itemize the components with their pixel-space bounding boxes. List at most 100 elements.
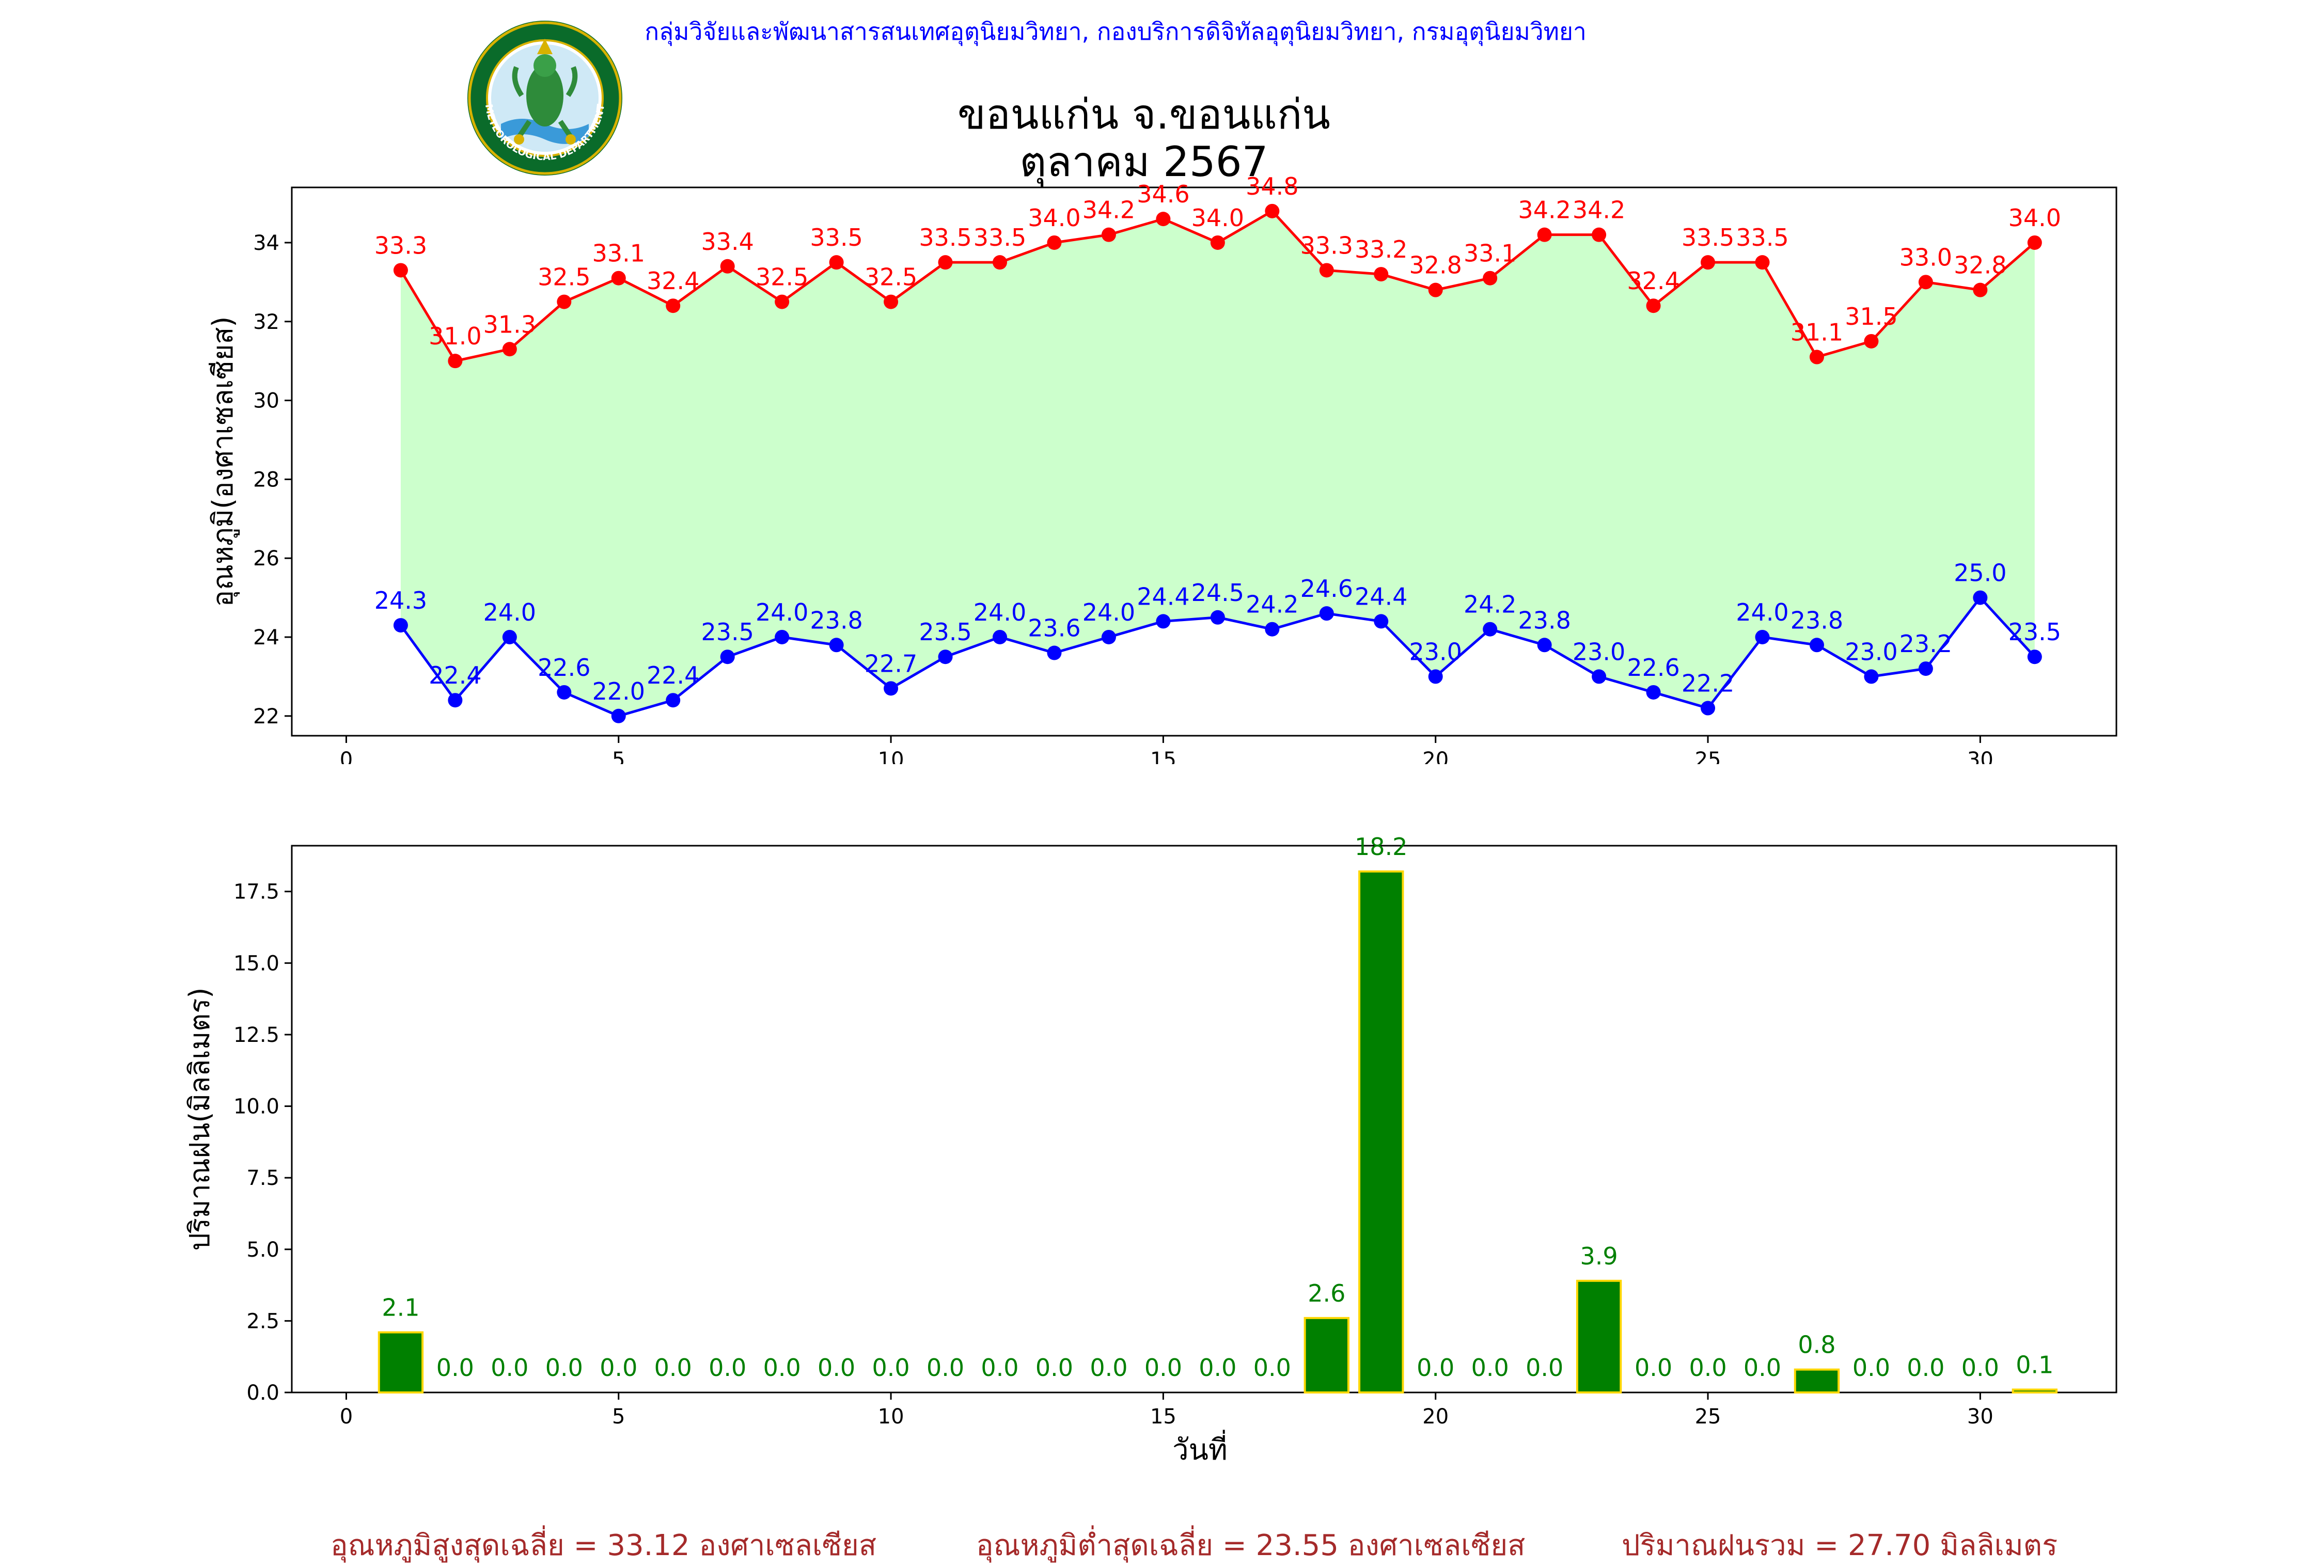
max-temp-data-label: 33.5 bbox=[1736, 224, 1788, 251]
min-temp-data-label: 25.0 bbox=[1954, 559, 2006, 587]
meteorological-department-seal-icon: กรมอุตุนิยมวิทยา METEOROLOGICAL DEPARTME… bbox=[465, 18, 622, 176]
max-temp-data-label: 33.4 bbox=[701, 228, 753, 256]
max-temp-point bbox=[1483, 271, 1498, 286]
max-temp-point bbox=[1428, 282, 1443, 297]
max-temp-data-label: 34.2 bbox=[1573, 196, 1625, 224]
rain-bar bbox=[1304, 1317, 1349, 1394]
min-temp-point bbox=[775, 629, 790, 644]
min-temp-point bbox=[611, 708, 626, 723]
max-temp-data-label: 33.3 bbox=[374, 231, 427, 259]
min-temp-data-label: 24.2 bbox=[1464, 591, 1516, 619]
y-tick-label: 32 bbox=[253, 310, 279, 334]
max-temp-point bbox=[1156, 212, 1171, 227]
y-tick-label: 28 bbox=[253, 468, 279, 492]
x-tick-label: 20 bbox=[1422, 748, 1449, 764]
rainfall-chart: 0 5 10 15 20 25 30 0.0 2.5 5.0 7.5 10.0 12.5 15.0 17.5… bbox=[183, 833, 2117, 1467]
rain-data-label: 0.0 bbox=[1035, 1354, 1073, 1382]
max-temp-point bbox=[938, 255, 953, 270]
rain-bar bbox=[1576, 1279, 1622, 1393]
max-temp-data-label: 31.0 bbox=[429, 322, 481, 350]
min-temp-data-label: 22.4 bbox=[429, 661, 481, 689]
min-temp-point bbox=[993, 629, 1008, 644]
seal-top-text: กรมอุตุนิยมวิทยา bbox=[465, 18, 571, 22]
max-temp-data-label: 34.0 bbox=[1028, 204, 1080, 232]
min-temp-data-label: 23.6 bbox=[1028, 614, 1080, 642]
min-temp-data-label: 22.6 bbox=[538, 654, 590, 682]
y-tick-label: 10.0 bbox=[233, 1095, 279, 1119]
max-temp-data-label: 32.4 bbox=[647, 267, 699, 295]
y-tick-label: 0.0 bbox=[246, 1381, 279, 1405]
max-temp-point bbox=[1973, 282, 1988, 297]
max-temp-data-label: 33.1 bbox=[592, 240, 645, 267]
temperature-range-fill bbox=[400, 211, 2035, 716]
rain-data-label: 0.0 bbox=[927, 1354, 964, 1382]
x-tick-label: 30 bbox=[1967, 748, 1993, 764]
y-tick-label: 24 bbox=[253, 626, 279, 650]
rain-bar bbox=[2012, 1388, 2058, 1394]
x-tick-label: 25 bbox=[1695, 748, 1721, 764]
min-temp-data-label: 24.0 bbox=[756, 598, 808, 626]
y-tick-label: 2.5 bbox=[246, 1309, 279, 1333]
x-tick-label: 15 bbox=[1150, 748, 1176, 764]
max-temp-point bbox=[1755, 255, 1770, 270]
max-temp-data-label: 33.5 bbox=[1682, 224, 1734, 251]
max-temp-point bbox=[1864, 334, 1879, 349]
rainfall-plot-frame bbox=[291, 845, 2117, 1393]
min-temp-data-label: 23.8 bbox=[810, 606, 862, 634]
rain-data-label: 0.0 bbox=[1199, 1354, 1236, 1382]
min-temp-data-label: 24.0 bbox=[1082, 598, 1135, 626]
min-temp-point bbox=[1374, 614, 1389, 629]
max-temp-point bbox=[1319, 263, 1334, 278]
y-tick-label: 7.5 bbox=[246, 1166, 279, 1190]
min-temp-data-label: 23.5 bbox=[701, 618, 753, 646]
rain-data-label: 2.6 bbox=[1308, 1279, 1345, 1307]
rain-data-label: 0.0 bbox=[1635, 1354, 1672, 1382]
min-temp-point bbox=[1973, 590, 1988, 605]
min-temp-data-label: 22.2 bbox=[1682, 670, 1734, 698]
rain-data-label: 0.0 bbox=[1090, 1354, 1127, 1382]
min-temp-point bbox=[1755, 629, 1770, 644]
min-temp-point bbox=[1156, 614, 1171, 629]
min-temp-data-label: 24.6 bbox=[1300, 575, 1353, 603]
max-temp-point bbox=[1210, 235, 1225, 250]
rain-data-label: 0.0 bbox=[818, 1354, 855, 1382]
max-temp-data-label: 34.2 bbox=[1082, 196, 1135, 224]
y-tick-label: 17.5 bbox=[233, 880, 279, 904]
max-temp-data-label: 33.5 bbox=[810, 224, 862, 251]
max-temp-point bbox=[1374, 267, 1389, 282]
min-temp-point bbox=[1646, 685, 1661, 700]
temperature-plot-frame bbox=[291, 186, 2117, 737]
rain-data-label: 0.0 bbox=[763, 1354, 801, 1382]
min-temp-point bbox=[502, 629, 517, 644]
min-temp-point bbox=[1210, 610, 1225, 625]
max-temp-data-label: 34.6 bbox=[1137, 180, 1189, 208]
rain-data-label: 0.0 bbox=[1689, 1354, 1726, 1382]
y-tick-label: 12.5 bbox=[233, 1023, 279, 1047]
y-tick-label: 26 bbox=[253, 547, 279, 571]
rain-data-label: 0.0 bbox=[709, 1354, 746, 1382]
max-temp-data-label: 32.5 bbox=[538, 263, 590, 291]
min-temp-point bbox=[1101, 629, 1116, 644]
temperature-y-axis-label: อุณหภูมิ(องศาเซลเซียส) bbox=[207, 316, 240, 607]
max-temp-point bbox=[1265, 203, 1280, 218]
min-temp-data-label: 23.0 bbox=[1573, 638, 1625, 666]
rain-bar bbox=[1794, 1368, 1840, 1394]
max-temp-data-label: 32.8 bbox=[1954, 251, 2006, 279]
min-temp-data-label: 24.4 bbox=[1137, 582, 1189, 610]
min-temp-data-label: 22.6 bbox=[1627, 654, 1679, 682]
max-temp-point bbox=[775, 294, 790, 309]
y-tick-label: 5.0 bbox=[246, 1238, 279, 1262]
min-temp-point bbox=[666, 693, 681, 708]
min-temp-point bbox=[1809, 638, 1824, 653]
max-temp-data-label: 32.5 bbox=[756, 263, 808, 291]
max-temp-point bbox=[448, 354, 463, 369]
max-temp-point bbox=[1809, 350, 1824, 365]
x-tick-label: 30 bbox=[1967, 1405, 1993, 1429]
rainfall-x-axis-label: วันที่ bbox=[1172, 1430, 1228, 1467]
rain-bar bbox=[1358, 870, 1404, 1393]
max-temp-point bbox=[1101, 227, 1116, 242]
max-temp-data-label: 33.3 bbox=[1300, 231, 1353, 259]
min-temp-data-label: 24.0 bbox=[973, 598, 1026, 626]
rain-data-label: 0.0 bbox=[654, 1354, 692, 1382]
max-temp-point bbox=[666, 298, 681, 313]
